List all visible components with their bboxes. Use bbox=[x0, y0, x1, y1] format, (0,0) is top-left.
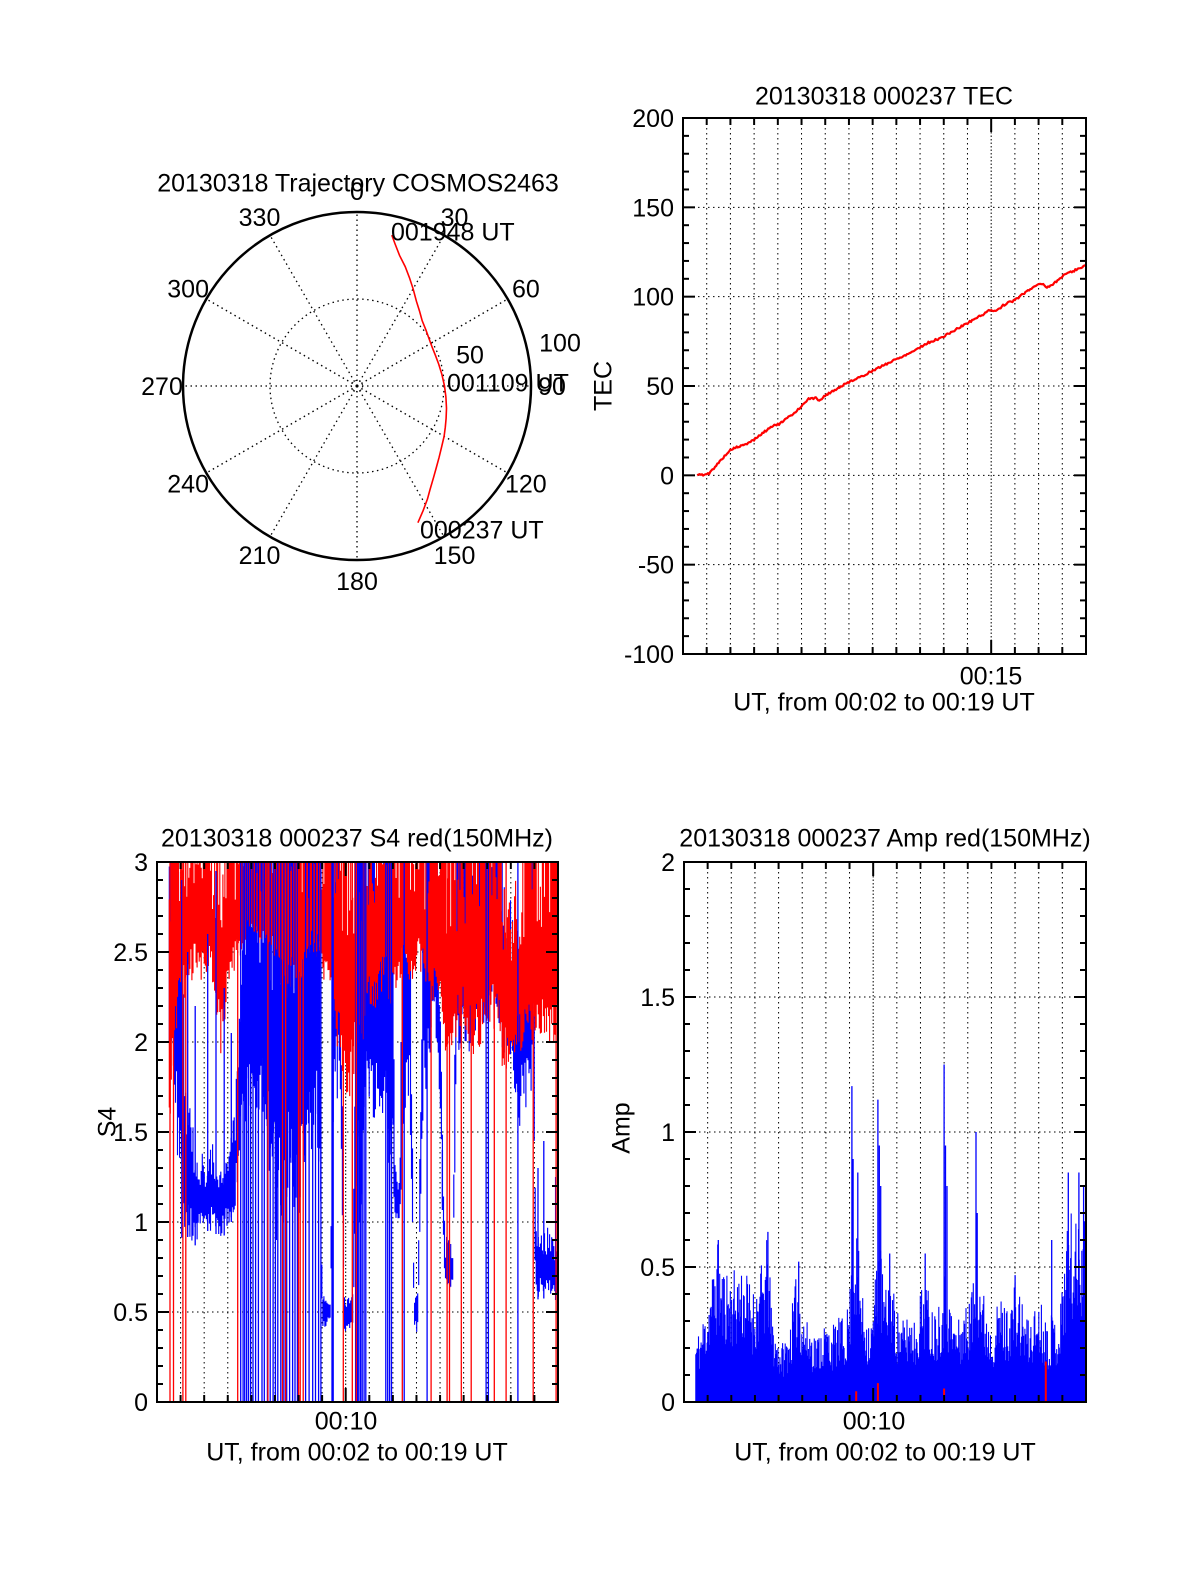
s4-chart-axes: 0 0.5 1 1.5 2 2.5 3 bbox=[113, 849, 559, 1417]
amp-y-axis-label: Amp bbox=[607, 1102, 636, 1154]
tec-chart: -100 -50 0 50 100 150 200 bbox=[624, 105, 1087, 669]
polar-angle-label: 60 bbox=[512, 276, 540, 304]
polar-angle-label: 30 bbox=[441, 204, 469, 232]
polar-spoke bbox=[356, 385, 509, 474]
s4-noise-traces bbox=[168, 862, 558, 1402]
polar-outer-circle bbox=[181, 210, 533, 562]
s4-x-tick-label: 00:10 bbox=[314, 1407, 378, 1436]
polar-spoke bbox=[269, 234, 358, 387]
polar-angle-label: 210 bbox=[239, 542, 281, 570]
polar-angle-label: 330 bbox=[239, 204, 281, 232]
polar-angle-label: 150 bbox=[434, 542, 476, 570]
y-tick-label: 50 bbox=[646, 373, 674, 401]
trajectory-polar-chart: 0 30 60 90 120 150 180 210 240 270 300 330 bbox=[141, 178, 566, 596]
y-tick-label: -100 bbox=[624, 641, 674, 669]
polar-angle-label: 0 bbox=[350, 178, 364, 206]
amp-blue-spikes bbox=[717, 1064, 1085, 1402]
y-tick-label: 200 bbox=[632, 105, 674, 133]
s4-chart: 0 0.5 1 1.5 2 2.5 3 bbox=[113, 849, 559, 1417]
y-tick-label: 0.5 bbox=[113, 1299, 148, 1327]
amp-title: 20130318 000237 Amp red(150MHz) bbox=[679, 824, 1091, 853]
polar-spoke bbox=[356, 234, 445, 387]
y-tick-label: 1 bbox=[134, 1209, 148, 1237]
polar-spoke bbox=[205, 298, 358, 387]
trajectory-end-time-label: 001948 UT bbox=[391, 218, 515, 247]
amp-x-tick-label: 00:10 bbox=[842, 1407, 906, 1436]
polar-angle-label: 120 bbox=[505, 471, 547, 499]
y-tick-label: 0.5 bbox=[640, 1254, 675, 1282]
polar-angle-label: 90 bbox=[538, 373, 566, 401]
y-tick-label: -50 bbox=[638, 552, 674, 580]
polar-spoke bbox=[356, 385, 445, 538]
y-tick-label: 0 bbox=[134, 1389, 148, 1417]
amp-chart: 0 0.5 1 1.5 2 bbox=[640, 849, 1087, 1417]
tec-x-tick-label: 00:15 bbox=[959, 662, 1023, 691]
y-tick-label: 1.5 bbox=[640, 984, 675, 1012]
trajectory-mid-time-label: 001109 UT bbox=[447, 369, 569, 398]
s4-y-axis-label: S4 bbox=[93, 1106, 122, 1138]
s4-title: 20130318 000237 S4 red(150MHz) bbox=[161, 824, 553, 853]
amp-x-axis-label: UT, from 00:02 to 00:19 UT bbox=[734, 1438, 1036, 1467]
s4-x-axis-label: UT, from 00:02 to 00:19 UT bbox=[206, 1438, 508, 1467]
amp-blue-fill bbox=[695, 1213, 1086, 1402]
s4-blue-full-lines bbox=[181, 862, 557, 1402]
polar-angle-label: 240 bbox=[167, 471, 209, 499]
polar-spoke bbox=[269, 385, 358, 538]
polar-angle-label: 180 bbox=[336, 568, 378, 596]
y-tick-label: 1 bbox=[661, 1119, 675, 1147]
polar-angle-label: 300 bbox=[167, 276, 209, 304]
polar-spoke bbox=[356, 298, 509, 387]
y-tick-label: 2.5 bbox=[113, 939, 148, 967]
trajectory-path bbox=[391, 234, 448, 524]
polar-title: 20130318 Trajectory COSMOS2463 bbox=[157, 169, 559, 198]
y-tick-label: 0 bbox=[660, 462, 674, 490]
y-tick-label: 2 bbox=[661, 849, 675, 877]
polar-ring-label-50: 50 bbox=[456, 341, 484, 370]
y-tick-label: 0 bbox=[661, 1389, 675, 1417]
tec-curve bbox=[696, 263, 1086, 477]
tec-y-axis-label: TEC bbox=[589, 361, 618, 411]
tec-x-axis-label: UT, from 00:02 to 00:19 UT bbox=[733, 688, 1035, 717]
y-tick-label: 3 bbox=[134, 849, 148, 877]
y-tick-label: 1.5 bbox=[113, 1119, 148, 1147]
y-tick-label: 150 bbox=[632, 194, 674, 222]
polar-angle-label: 270 bbox=[141, 373, 183, 401]
polar-center-circle bbox=[351, 380, 363, 392]
amp-chart-axes: 0 0.5 1 1.5 2 bbox=[640, 849, 1087, 1417]
s4-red-full-lines bbox=[169, 862, 557, 1402]
trajectory-start-time-label: 000237 UT bbox=[420, 516, 544, 545]
polar-ring-label-100: 100 bbox=[539, 329, 581, 358]
amp-signal bbox=[695, 1064, 1086, 1402]
tec-chart-axes: -100 -50 0 50 100 150 200 bbox=[624, 105, 1087, 669]
y-tick-label: 100 bbox=[632, 284, 674, 312]
amp-red-marks bbox=[855, 1361, 1047, 1402]
tec-title: 20130318 000237 TEC bbox=[754, 82, 1014, 111]
y-tick-label: 2 bbox=[134, 1029, 148, 1057]
tec-chart-gridlines bbox=[683, 118, 1086, 654]
polar-spoke bbox=[205, 385, 358, 474]
